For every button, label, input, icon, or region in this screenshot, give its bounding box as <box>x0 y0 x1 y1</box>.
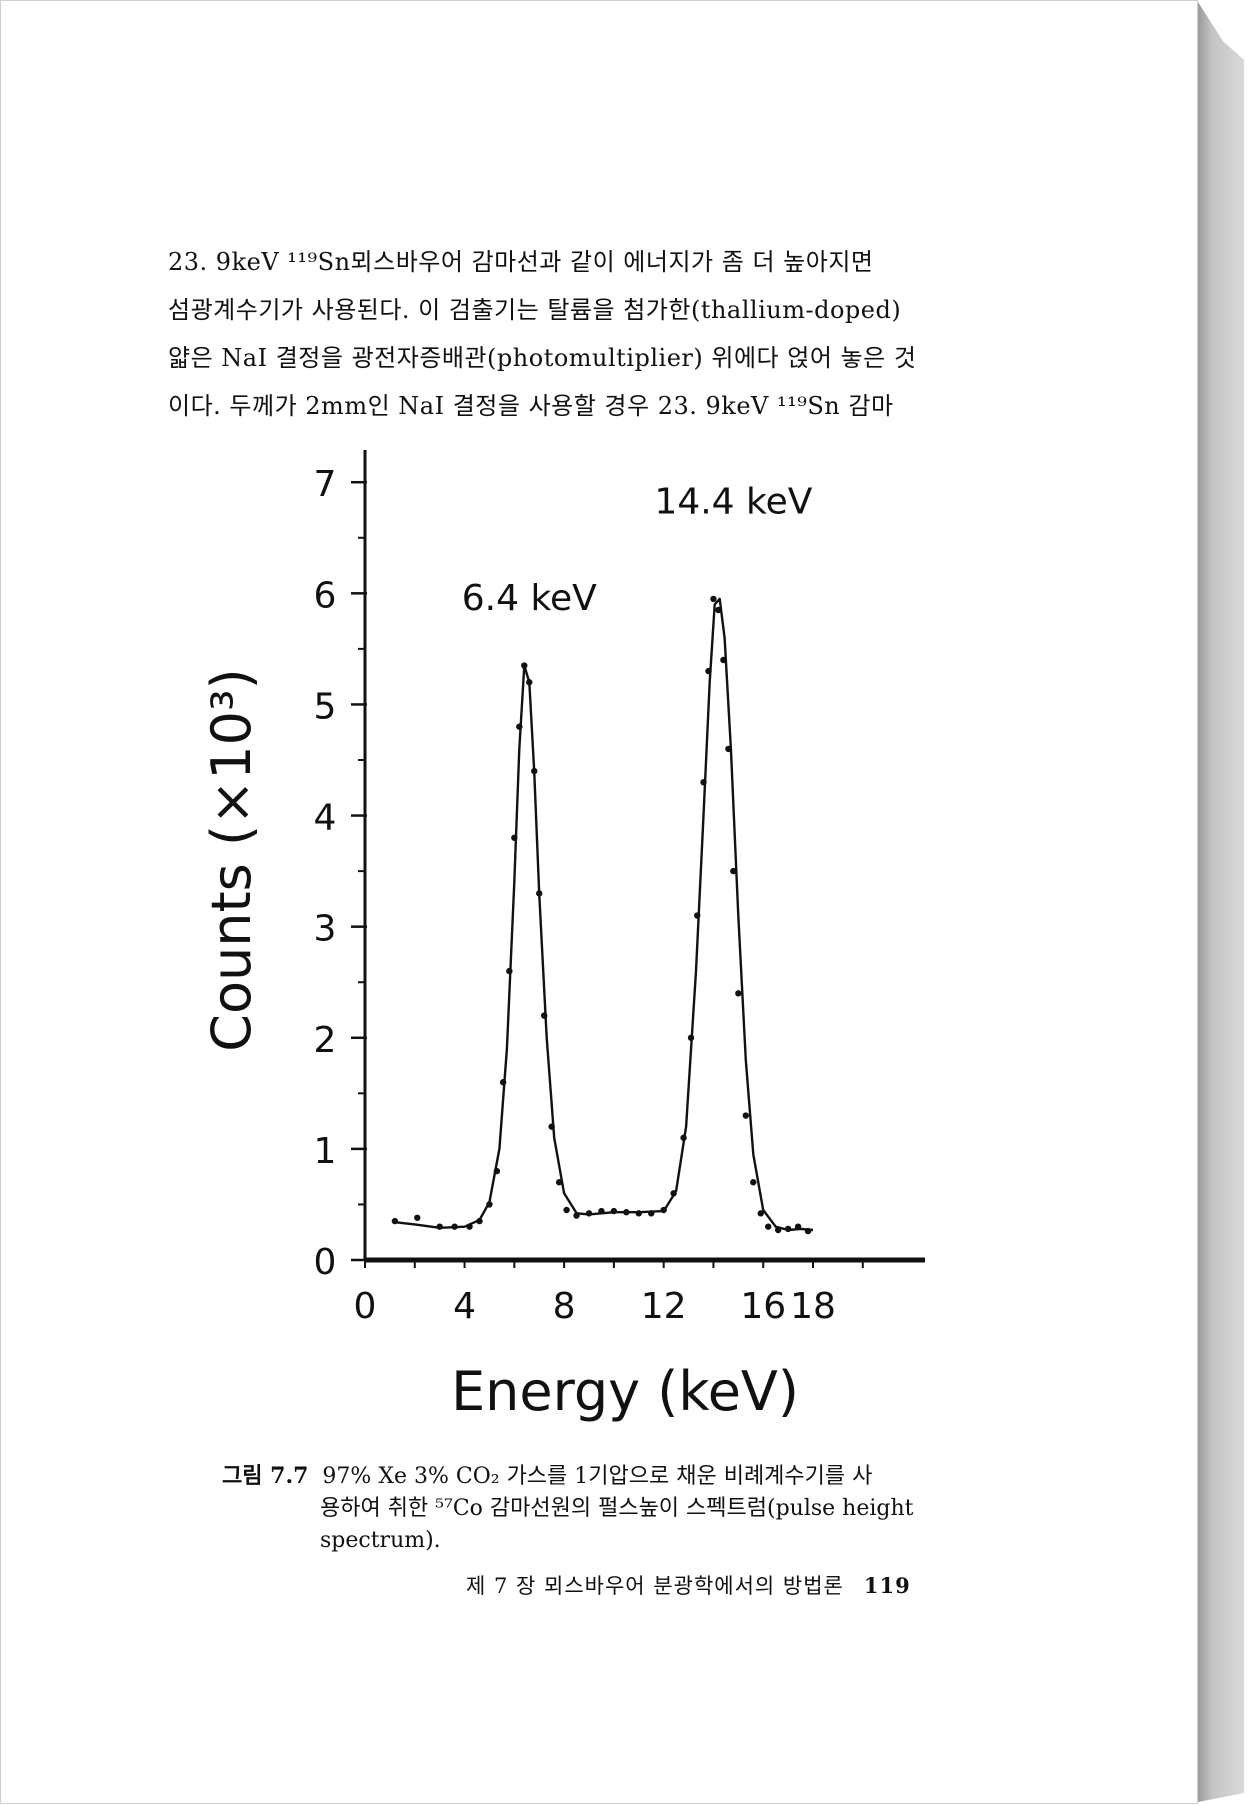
x-tick-label: 0 <box>354 1286 377 1327</box>
y-tick-label: 0 <box>314 1242 337 1283</box>
y-tick-label: 5 <box>314 686 337 727</box>
data-point <box>735 990 742 997</box>
data-point <box>563 1206 570 1214</box>
x-tick-label: 4 <box>453 1286 476 1327</box>
y-tick-label: 3 <box>314 909 337 950</box>
y-tick-label: 1 <box>314 1131 337 1172</box>
x-axis-title: Energy (keV) <box>451 1360 799 1423</box>
page-footer: 제 7 장 뫼스바우어 분광학에서의 방법론 119 <box>466 1570 911 1600</box>
body-paragraph: 23. 9keV ¹¹⁹Sn뫼스바우어 감마선과 같이 에너지가 좀 더 높아지… <box>168 238 988 430</box>
peak-annotation: 14.4 keV <box>654 481 812 522</box>
figure-caption: 그림 7.7 97% Xe 3% CO₂ 가스를 1기압으로 채운 비례계수기를 … <box>222 1460 982 1557</box>
fit-curve <box>394 597 814 1232</box>
paragraph-line: 얇은 NaI 결정을 광전자증배관(photomultiplier) 위에다 얹… <box>168 344 917 372</box>
y-axis-title: Counts (×10³) <box>200 668 263 1051</box>
x-tick-label: 12 <box>641 1286 687 1327</box>
y-tick-label: 7 <box>314 464 337 505</box>
data-point <box>757 1210 764 1217</box>
paragraph-line: 섬광계수기가 사용된다. 이 검출기는 탈륨을 첨가한(thallium-dop… <box>168 296 902 324</box>
caption-label: 그림 7.7 <box>222 1463 309 1489</box>
x-tick-label: 8 <box>553 1286 576 1327</box>
page-edge-shadow <box>1198 2 1244 1802</box>
x-tick-label: 18 <box>790 1286 836 1327</box>
y-tick-label: 6 <box>314 575 337 616</box>
data-point <box>710 595 717 603</box>
caption-text: 97% Xe 3% CO₂ 가스를 1기압으로 채운 비례계수기를 사 <box>322 1464 873 1489</box>
book-page <box>0 0 1198 1804</box>
paragraph-line: 이다. 두께가 2mm인 NaI 결정을 사용할 경우 23. 9keV ¹¹⁹… <box>168 392 894 420</box>
x-tick-label: 16 <box>740 1286 786 1327</box>
data-point <box>765 1223 772 1230</box>
y-tick-label: 4 <box>314 798 337 839</box>
y-tick-label: 2 <box>314 1020 337 1061</box>
caption-continuation: 용하여 취한 ⁵⁷Co 감마선원의 펄스높이 스펙트럼(pulse height… <box>320 1496 914 1553</box>
page-number: 119 <box>863 1573 911 1598</box>
data-point <box>730 867 737 875</box>
data-point <box>742 1112 749 1119</box>
paragraph-line: 23. 9keV ¹¹⁹Sn뫼스바우어 감마선과 같이 에너지가 좀 더 높아지… <box>168 248 874 276</box>
data-point <box>750 1179 757 1186</box>
chapter-title: 제 7 장 뫼스바우어 분광학에서의 방법론 <box>466 1574 844 1598</box>
caption-first-line: 그림 7.7 97% Xe 3% CO₂ 가스를 1기압으로 채운 비례계수기를 … <box>222 1460 982 1493</box>
data-point <box>414 1214 421 1221</box>
peak-annotation: 6.4 keV <box>462 578 597 619</box>
